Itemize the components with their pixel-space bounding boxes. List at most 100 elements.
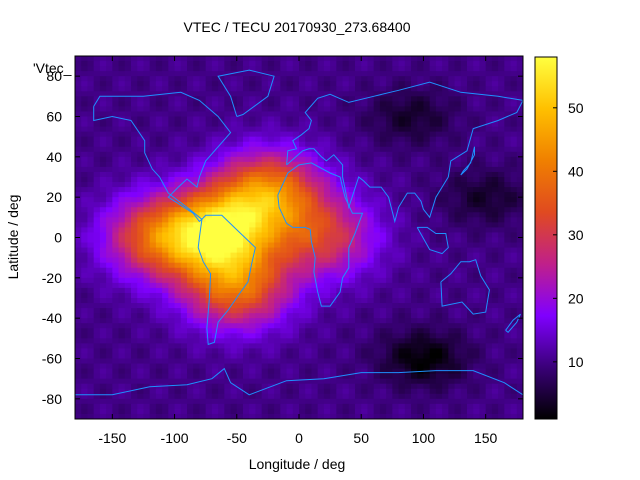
heatmap-cell: [504, 328, 512, 334]
heatmap-cell: [187, 187, 194, 193]
heatmap-cell: [379, 222, 387, 229]
heatmap-cell: [143, 358, 151, 365]
heatmap-cell: [261, 237, 269, 244]
heatmap-cell: [491, 343, 499, 350]
heatmap-cell: [211, 187, 219, 193]
heatmap-cell: [168, 267, 176, 274]
heatmap-cell: [93, 76, 101, 82]
heatmap-cell: [187, 358, 194, 365]
heatmap-cell: [379, 373, 387, 380]
heatmap-cell: [348, 368, 356, 375]
heatmap-cell: [93, 282, 101, 289]
heatmap-cell: [423, 131, 431, 138]
heatmap-cell: [348, 363, 356, 370]
heatmap-cell: [267, 363, 275, 370]
heatmap-cell: [305, 66, 313, 72]
heatmap-cell: [361, 242, 369, 249]
heatmap-cell: [336, 126, 344, 133]
heatmap-cell: [205, 358, 213, 365]
heatmap-cell: [205, 151, 213, 158]
heatmap-cell: [398, 81, 406, 87]
heatmap-cell: [510, 313, 518, 319]
heatmap-cell: [423, 363, 431, 370]
heatmap-cell: [224, 363, 232, 370]
heatmap-cell: [467, 212, 474, 218]
heatmap-cell: [267, 197, 275, 203]
heatmap-cell: [230, 187, 238, 193]
heatmap-cell: [155, 202, 163, 208]
heatmap-cell: [243, 358, 250, 365]
heatmap-cell: [187, 343, 194, 350]
heatmap-cell: [261, 373, 269, 380]
heatmap-cell: [274, 227, 281, 234]
heatmap-cell: [193, 207, 201, 213]
heatmap-cell: [467, 207, 474, 213]
heatmap-cell: [342, 262, 350, 269]
heatmap-cell: [448, 348, 456, 355]
heatmap-cell: [236, 212, 244, 218]
heatmap-cell: [342, 126, 350, 133]
heatmap-cell: [361, 378, 369, 385]
heatmap-cell: [336, 101, 344, 108]
heatmap-cell: [106, 182, 113, 188]
heatmap-cell: [423, 378, 431, 385]
heatmap-cell: [162, 166, 169, 173]
heatmap-cell: [504, 378, 512, 385]
heatmap-cell: [417, 298, 425, 304]
heatmap-cell: [162, 393, 169, 400]
heatmap-cell: [510, 282, 518, 289]
heatmap-cell: [516, 96, 523, 102]
heatmap-cell: [485, 242, 493, 249]
heatmap-cell: [373, 212, 381, 218]
heatmap-cell: [323, 76, 331, 82]
heatmap-cell: [155, 363, 163, 370]
heatmap-cell: [467, 328, 474, 334]
heatmap-cell: [311, 267, 319, 274]
heatmap-cell: [460, 267, 468, 274]
heatmap-cell: [417, 111, 425, 118]
heatmap-cell: [131, 308, 138, 314]
heatmap-cell: [373, 96, 381, 102]
heatmap-cell: [460, 222, 468, 229]
heatmap-cell: [124, 171, 132, 178]
heatmap-cell: [423, 161, 431, 168]
heatmap-cell: [392, 207, 400, 213]
heatmap-cell: [162, 353, 169, 360]
heatmap-cell: [299, 313, 306, 319]
heatmap-cell: [131, 343, 138, 350]
heatmap-cell: [155, 197, 163, 203]
heatmap-cell: [398, 237, 406, 244]
heatmap-cell: [411, 207, 418, 213]
heatmap-cell: [292, 171, 300, 178]
heatmap-cell: [261, 61, 269, 67]
heatmap-cell: [342, 71, 350, 77]
heatmap-cell: [112, 267, 120, 274]
heatmap-cell: [162, 368, 169, 375]
heatmap-cell: [498, 217, 505, 223]
heatmap-cell: [373, 86, 381, 92]
heatmap-cell: [99, 267, 107, 274]
heatmap-cell: [286, 146, 294, 153]
heatmap-cell: [386, 106, 393, 113]
heatmap-cell: [112, 393, 120, 400]
heatmap-cell: [174, 71, 182, 77]
heatmap-cell: [118, 277, 126, 284]
heatmap-cell: [261, 252, 269, 259]
heatmap-cell: [168, 313, 176, 319]
heatmap-cell: [187, 56, 194, 62]
heatmap-cell: [193, 222, 201, 229]
heatmap-cell: [155, 353, 163, 360]
heatmap-cell: [342, 222, 350, 229]
heatmap-cell: [460, 373, 468, 380]
heatmap-cell: [330, 242, 337, 249]
heatmap-cell: [342, 182, 350, 188]
heatmap-cell: [106, 222, 113, 229]
heatmap-cell: [379, 192, 387, 198]
heatmap-cell: [311, 388, 319, 395]
heatmap-cell: [255, 378, 263, 385]
heatmap-cell: [199, 187, 207, 193]
heatmap-cell: [155, 348, 163, 355]
heatmap-cell: [342, 101, 350, 108]
heatmap-cell: [479, 106, 487, 113]
heatmap-cell: [174, 363, 182, 370]
